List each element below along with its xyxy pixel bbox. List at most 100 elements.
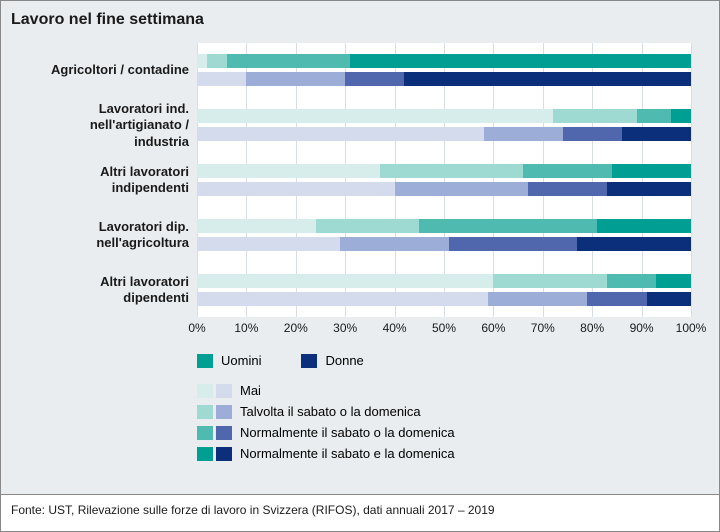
bar-donne <box>197 182 691 196</box>
bar-segment <box>227 54 351 68</box>
bar-uomini <box>197 274 691 288</box>
legend-swatch <box>197 405 213 419</box>
bar-uomini <box>197 54 691 68</box>
bar-segment <box>488 292 587 306</box>
bar-segment <box>671 109 691 123</box>
legend-swatch-pair <box>197 426 232 440</box>
bar-segment <box>597 219 691 233</box>
legend-label: Normalmente il sabato o la domenica <box>240 425 455 440</box>
legend-label: Uomini <box>221 353 261 368</box>
y-axis-label: Altri lavoratoriindipendenti <box>9 164 189 197</box>
bar-segment <box>350 54 691 68</box>
bar-donne <box>197 237 691 251</box>
x-axis-tick: 60% <box>481 321 505 335</box>
legend-shade-item: Normalmente il sabato o la domenica <box>197 425 455 440</box>
legend-shade-item: Normalmente il sabato e la domenica <box>197 446 455 461</box>
chart-title: Lavoro nel fine settimana <box>11 11 204 29</box>
x-axis-tick: 0% <box>188 321 205 335</box>
legend-groups: Uomini Donne <box>197 353 364 368</box>
legend-swatch <box>301 354 317 368</box>
bar-segment <box>622 127 691 141</box>
bar-segment <box>449 237 577 251</box>
legend-swatch <box>216 384 232 398</box>
bar-segment <box>419 219 597 233</box>
bar-segment <box>197 72 246 86</box>
bar-segment <box>316 219 420 233</box>
legend-label: Mai <box>240 383 261 398</box>
legend-swatch <box>197 384 213 398</box>
bar-segment <box>493 274 607 288</box>
bar-segment <box>484 127 563 141</box>
x-axis-tick: 10% <box>234 321 258 335</box>
bar-segment <box>577 237 691 251</box>
x-axis-tick: 70% <box>531 321 555 335</box>
y-axis-label: Agricoltori / contadine <box>9 62 189 78</box>
y-axis-label: Altri lavoratoridipendenti <box>9 274 189 307</box>
x-axis-tick: 80% <box>580 321 604 335</box>
bar-segment <box>197 274 493 288</box>
chart-panel: Lavoro nel fine settimana Agricoltori / … <box>1 1 719 495</box>
bar-segment <box>404 72 691 86</box>
bar-segment <box>607 182 691 196</box>
legend-swatch-pair <box>197 384 232 398</box>
x-axis-tick: 20% <box>284 321 308 335</box>
bar-segment <box>197 219 316 233</box>
legend-shades: Mai Talvolta il sabato o la domenica Norma… <box>197 383 455 467</box>
bar-segment <box>637 109 672 123</box>
legend-shade-item: Mai <box>197 383 455 398</box>
bar-uomini <box>197 219 691 233</box>
chart-container: Lavoro nel fine settimana Agricoltori / … <box>0 0 720 532</box>
bar-segment <box>607 274 656 288</box>
bar-segment <box>395 182 528 196</box>
y-axis-label: Lavoratori dip.nell'agricoltura <box>9 219 189 252</box>
bar-segment <box>197 54 207 68</box>
x-axis-tick: 90% <box>630 321 654 335</box>
legend-swatch <box>216 426 232 440</box>
x-axis-tick: 30% <box>333 321 357 335</box>
x-axis-tick: 50% <box>432 321 456 335</box>
legend-group-item: Uomini <box>197 353 261 368</box>
bar-segment <box>523 164 612 178</box>
bar-uomini <box>197 109 691 123</box>
bar-uomini <box>197 164 691 178</box>
bar-segment <box>553 109 637 123</box>
legend-swatch <box>216 447 232 461</box>
legend-swatch <box>197 354 213 368</box>
bar-segment <box>197 164 380 178</box>
legend-shade-item: Talvolta il sabato o la domenica <box>197 404 455 419</box>
bar-donne <box>197 292 691 306</box>
legend-group-item: Donne <box>301 353 363 368</box>
bar-segment <box>340 237 449 251</box>
legend-swatch <box>216 405 232 419</box>
bar-segment <box>612 164 691 178</box>
bar-segment <box>197 182 395 196</box>
bar-segment <box>197 237 340 251</box>
bar-segment <box>207 54 227 68</box>
legend-label: Donne <box>325 353 363 368</box>
bar-segment <box>197 127 484 141</box>
bar-segment <box>563 127 622 141</box>
plot-area <box>197 43 691 317</box>
legend-swatch <box>197 447 213 461</box>
legend-swatch-pair <box>197 405 232 419</box>
bar-segment <box>345 72 404 86</box>
legend-swatch <box>197 426 213 440</box>
legend-label: Normalmente il sabato e la domenica <box>240 446 455 461</box>
bar-segment <box>647 292 691 306</box>
source-text: Fonte: UST, Rilevazione sulle forze di l… <box>11 503 495 517</box>
bar-segment <box>587 292 646 306</box>
bar-donne <box>197 72 691 86</box>
legend-swatch-pair <box>197 447 232 461</box>
bar-segment <box>197 292 488 306</box>
bar-segment <box>197 109 553 123</box>
y-axis-label: Lavoratori ind.nell'artigianato /industr… <box>9 101 189 150</box>
bar-donne <box>197 127 691 141</box>
bar-segment <box>246 72 345 86</box>
bar-segment <box>656 274 691 288</box>
legend-label: Talvolta il sabato o la domenica <box>240 404 421 419</box>
bar-segment <box>380 164 523 178</box>
x-axis-tick: 100% <box>676 321 707 335</box>
bar-segment <box>528 182 607 196</box>
grid-line <box>691 43 692 317</box>
x-axis-tick: 40% <box>383 321 407 335</box>
